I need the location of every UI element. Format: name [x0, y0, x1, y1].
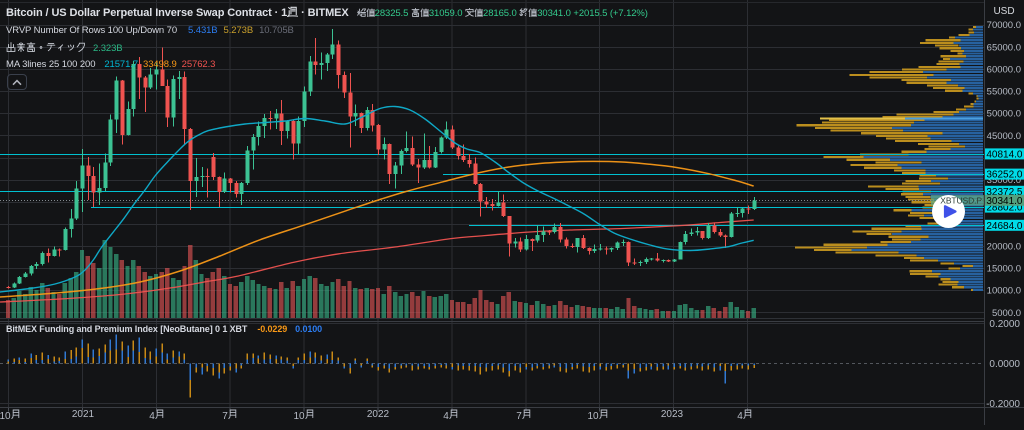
svg-text:10000.0: 10000.0 [987, 286, 1021, 297]
svg-text:0.0000: 0.0000 [989, 359, 1020, 370]
svg-text:20000.0: 20000.0 [987, 242, 1021, 253]
svg-text:15000.0: 15000.0 [987, 264, 1021, 275]
svg-text:XBTUSD.P: XBTUSD.P [940, 196, 982, 206]
svg-text:60000.0: 60000.0 [987, 65, 1021, 76]
svg-text:-0.2000: -0.2000 [986, 399, 1020, 410]
svg-text:35000.0: 35000.0 [987, 175, 1021, 186]
svg-text:40814.0: 40814.0 [986, 150, 1023, 161]
svg-text:32372.5: 32372.5 [986, 187, 1023, 198]
svg-text:5000.0: 5000.0 [992, 308, 1021, 319]
svg-text:70000.0: 70000.0 [987, 20, 1021, 31]
svg-text:50000.0: 50000.0 [987, 109, 1021, 120]
svg-text:24684.0: 24684.0 [986, 221, 1023, 232]
svg-text:55000.0: 55000.0 [987, 87, 1021, 98]
svg-text:36252.0: 36252.0 [986, 170, 1023, 181]
svg-text:28802.0: 28802.0 [986, 203, 1023, 214]
svg-text:30341.0: 30341.0 [986, 196, 1023, 207]
svg-text:0.2000: 0.2000 [989, 319, 1020, 330]
svg-text:45000.0: 45000.0 [987, 131, 1021, 142]
svg-text:65000.0: 65000.0 [987, 42, 1021, 53]
svg-text:USD: USD [993, 6, 1014, 17]
